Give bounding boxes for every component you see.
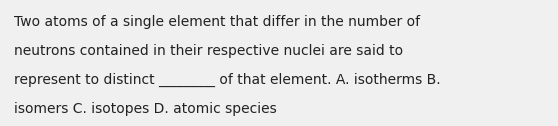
Text: isomers C. isotopes D. atomic species: isomers C. isotopes D. atomic species (14, 102, 277, 116)
Text: Two atoms of a single element that differ in the number of: Two atoms of a single element that diffe… (14, 15, 420, 29)
Text: represent to distinct ________ of that element. A. isotherms B.: represent to distinct ________ of that e… (14, 73, 441, 87)
Text: neutrons contained in their respective nuclei are said to: neutrons contained in their respective n… (14, 44, 403, 58)
